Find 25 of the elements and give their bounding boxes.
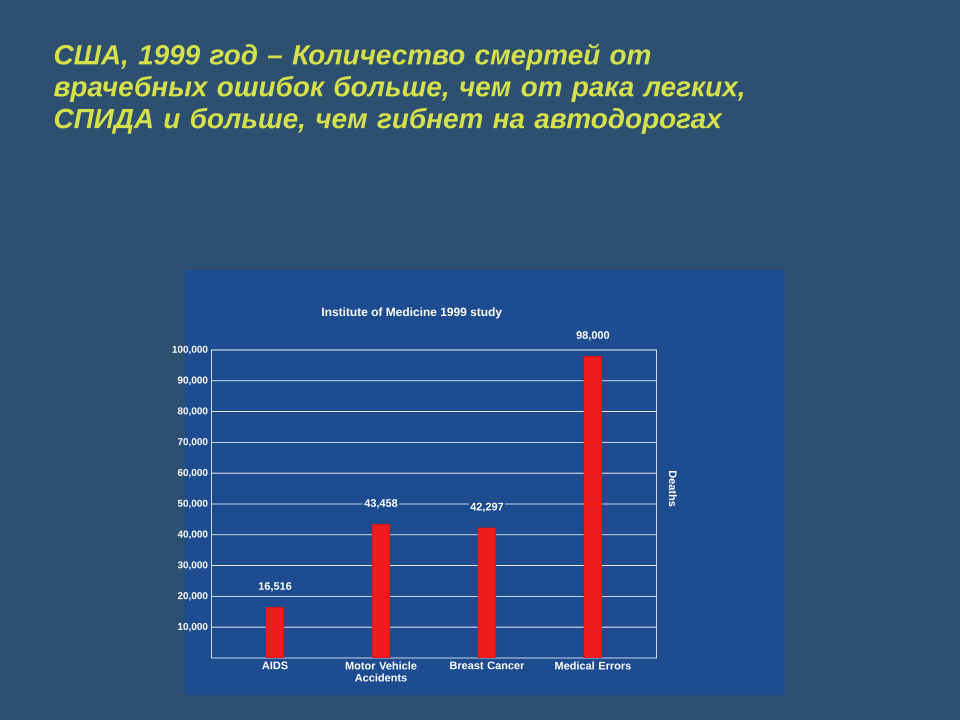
y-tick-label: 40,000 [178, 530, 208, 540]
bar [478, 528, 496, 658]
bar [372, 524, 390, 658]
y-tick-label: 20,000 [178, 592, 208, 601]
y-tick-label: 70,000 [178, 438, 208, 447]
y-tick-label: 10,000 [178, 622, 208, 632]
data-label: 42,297 [470, 502, 504, 512]
chart-subtitle: Institute of Medicine 1999 study [322, 307, 502, 318]
data-label: 43,458 [364, 499, 398, 508]
y-tick-label: 30,000 [178, 561, 208, 570]
data-label: 98,000 [576, 331, 610, 341]
data-label: 16,516 [258, 582, 292, 592]
y-tick-label: 80,000 [178, 407, 208, 416]
bar [266, 606, 284, 658]
bar [584, 356, 602, 658]
y-tick-label: 90,000 [178, 376, 208, 386]
y-tick-label: 100,000 [172, 346, 208, 354]
x-tick-label: Motor Vehicle Accidents [346, 662, 417, 682]
chart-title: США, 1999 год – Количество смертей от врачебных ошибок больше, чем от рака легких, СПИДА и больше, чем гибнет на автодорогах [54, 44, 744, 134]
y-tick-label: 60,000 [178, 468, 208, 478]
y-tick-label: 50,000 [178, 500, 208, 508]
x-tick-label: Medical Errors [555, 662, 631, 670]
x-tick-label: AIDS [262, 662, 288, 670]
y-axis-title: Deaths [668, 471, 677, 506]
x-tick-label: Breast Cancer [450, 662, 524, 670]
